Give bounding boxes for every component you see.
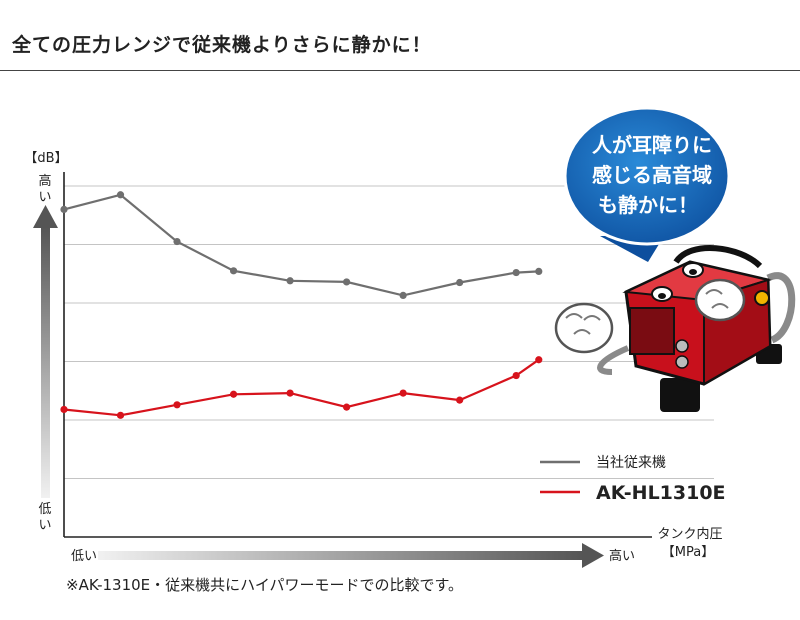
series-1-point-0	[60, 405, 68, 414]
series-1-point-2	[173, 401, 181, 409]
page-headline: 全ての圧力レンジで従来機よりさらに静かに！	[12, 34, 432, 56]
compressor-mascot-illustration	[554, 245, 796, 412]
headline-divider	[0, 70, 800, 71]
series-1-point-8	[512, 371, 520, 380]
x-direction-arrow	[98, 543, 604, 568]
x-axis-unit: 【MPa】	[662, 545, 714, 560]
series-0-point-1	[116, 191, 125, 199]
x-low-label: 低い	[71, 549, 97, 564]
series-0-point-7	[456, 278, 464, 287]
x-high-label: 高い	[609, 548, 635, 564]
series-0-point-3	[229, 267, 238, 275]
bubble-line-3: も静かに！	[598, 193, 698, 217]
series-line-1	[63, 358, 540, 417]
series-1-point-5	[343, 403, 351, 411]
footnote: ※AK-1310E・従来機共にハイパワーモードでの比較です。	[66, 576, 464, 594]
series-1-point-7	[456, 396, 464, 404]
series-1-point-3	[229, 390, 238, 398]
y-low-label: 低い	[38, 502, 51, 533]
legend-label-new-model: AK-HL1310E	[596, 482, 726, 504]
speech-bubble: 人が耳障りに 感じる高音域 も静かに！	[563, 106, 731, 262]
series-0-point-6	[399, 291, 407, 299]
y-unit-label: 【dB】	[24, 151, 67, 166]
series-0-point-4	[286, 277, 294, 285]
y-direction-arrow	[33, 205, 58, 498]
series-1-point-6	[399, 389, 407, 397]
series-0-point-5	[343, 278, 351, 286]
grid-lines	[64, 185, 714, 479]
series-0-point-2	[173, 237, 181, 246]
series-1-point-9	[535, 356, 543, 364]
bubble-line-1: 人が耳障りに	[592, 133, 712, 157]
series-group	[60, 191, 543, 419]
legend-label-conventional: 当社従来機	[596, 455, 666, 471]
series-0-point-8	[512, 268, 520, 277]
series-0-point-9	[535, 267, 543, 276]
y-high-label: 高い	[38, 173, 51, 205]
legend: 当社従来機 AK-HL1310E	[540, 455, 726, 504]
series-line-0	[63, 193, 539, 297]
x-axis-title: タンク内圧	[657, 526, 722, 542]
series-1-point-4	[286, 389, 294, 397]
bubble-line-2: 感じる高音域	[592, 163, 712, 187]
series-1-point-1	[116, 411, 125, 419]
series-0-point-0	[60, 205, 68, 213]
